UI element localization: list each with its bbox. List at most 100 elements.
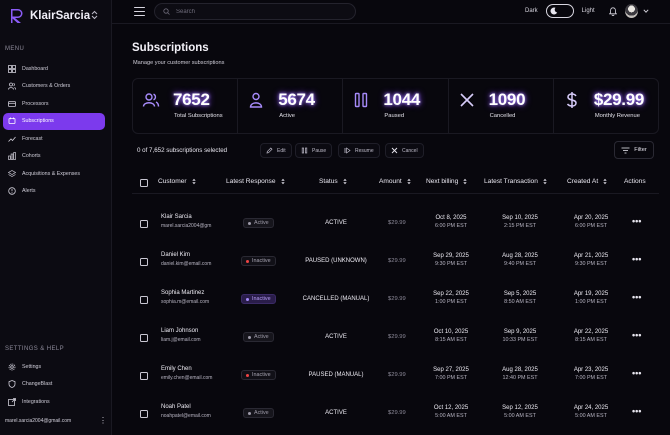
sidebar-item-acquisitions-expenses[interactable]: Acquisitions & Expenses [3,165,105,183]
sidebar-item-changeblast[interactable]: ChangeBlast [3,376,105,394]
status-dot-icon [246,297,249,301]
pause-button[interactable]: Pause [295,143,333,158]
created-at-time: 1:00 PM EST [574,299,608,305]
row-checkbox[interactable] [140,372,148,380]
sort-icon [191,178,196,185]
row-actions-icon[interactable]: ••• [632,406,642,416]
row-actions-icon[interactable]: ••• [632,254,642,264]
next-billing-time: 7:00 PM EST [434,375,468,381]
sidebar-item-forecast[interactable]: Forecast [3,130,105,148]
user-menu-icon[interactable]: ⋮ [99,416,107,425]
column-header-label: Latest Response [226,178,276,185]
table-row[interactable]: Klair Sarcia marel.sarcia2004@gm Active … [132,200,659,238]
customer-name: Klair Sarcia [161,214,192,220]
sidebar-item-integrations[interactable]: Integrations [3,393,105,411]
pencil-icon [266,147,273,154]
avatar[interactable] [625,4,638,18]
response-cell: Active [243,218,274,228]
customer-cell: Noah Patel noahpatel@email.com [161,404,211,419]
created-at-time: 6:00 PM EST [574,223,608,229]
edit-label: Edit [277,147,286,154]
row-checkbox[interactable] [140,410,148,418]
menu-toggle-icon[interactable] [134,7,145,16]
sidebar-item-label: ChangeBlast [22,381,53,388]
amount-text: $29.99 [388,220,406,226]
response-label: Active [254,334,269,340]
theme-toggle[interactable] [545,4,574,18]
customer-email: emily.chen@email.com [161,375,213,381]
sidebar-item-label: Customers & Orders [22,83,71,90]
notification-bell-icon[interactable] [609,7,617,16]
table-body: Klair Sarcia marel.sarcia2004@gm Active … [132,200,659,428]
column-header-latest-transaction[interactable]: Latest Transaction [484,178,547,185]
sidebar-item-processors[interactable]: Processors [3,95,105,113]
next-billing-time: 6:00 PM EST [434,223,468,229]
column-header-label: Next billing [426,178,459,185]
table-row[interactable]: Sophia Martinez sophia.m@email.com Inact… [132,276,659,314]
row-actions-icon[interactable]: ••• [632,368,642,378]
column-header-created-at[interactable]: Created At [567,178,607,185]
row-actions-icon[interactable]: ••• [632,216,642,226]
brand[interactable]: KlairSarcia [9,7,90,25]
row-checkbox[interactable] [140,258,148,266]
table-row[interactable]: Emily Chen emily.chen@email.com Inactive… [132,352,659,390]
column-header-amount[interactable]: Amount [379,178,411,185]
column-header-customer[interactable]: Customer [158,178,196,185]
sidebar-item-settings[interactable]: Settings [3,358,105,376]
column-header-label: Created At [567,178,599,185]
created-at-date: Apr 24, 2025 [573,405,609,411]
status-dot-icon [246,259,249,263]
amount-text: $29.99 [388,334,406,340]
settings-section-label: SETTINGS & HELP [5,346,65,352]
customer-cell: Klair Sarcia marel.sarcia2004@gm [161,214,211,229]
stat-label: Cancelled [489,113,516,119]
sidebar-item-alerts[interactable]: Alerts [3,183,105,201]
select-all-checkbox[interactable] [140,179,148,187]
stat-value: 1044 [383,90,421,109]
user-email: marel.sarcia2004@gmail.com [5,418,72,424]
created-at-time: 9:30 PM EST [574,261,608,267]
row-checkbox[interactable] [140,334,148,342]
amount-text: $29.99 [388,372,406,378]
column-header-label: Status [319,178,338,185]
pause-label: Pause [312,147,327,154]
sidebar-item-customers-orders[interactable]: Customers & Orders [3,78,105,96]
search-bar[interactable] [154,3,356,20]
status-dot-icon [248,411,251,415]
row-checkbox[interactable] [140,296,148,304]
theme-dark-label: Dark [525,8,538,14]
table-row[interactable]: Daniel Kim daniel.kim@email.com Inactive… [132,238,659,276]
created-at-cell: Apr 20, 2025 6:00 PM EST [561,215,621,229]
column-header-next-billing[interactable]: Next billing [426,178,467,185]
chevron-down-icon[interactable] [643,8,649,14]
edit-button[interactable]: Edit [260,143,292,158]
row-actions-icon[interactable]: ••• [632,330,642,340]
workspace-switch-icon[interactable] [90,10,98,21]
table-row[interactable]: Liam Johnson liam.j@email.com Active ACT… [132,314,659,352]
sidebar-item-dashboard[interactable]: Dashboard [3,60,105,78]
search-icon [163,8,170,15]
sidebar-item-subscriptions[interactable]: Subscriptions [3,112,105,130]
cancel-button[interactable]: Cancel [385,143,424,158]
created-at-date: Apr 21, 2025 [573,253,609,259]
amount-text: $29.99 [388,258,406,264]
column-header-latest-response[interactable]: Latest Response [226,178,285,185]
table-row[interactable]: Noah Patel noahpatel@email.com Active AC… [132,390,659,428]
status-dot-icon [248,335,251,339]
resume-button[interactable]: Resume [338,143,380,158]
gear-icon [8,363,16,371]
column-header-actions: Actions [624,178,646,185]
sidebar-item-cohorts[interactable]: Cohorts [3,148,105,166]
acquisitions-icon [7,169,17,178]
created-at-cell: Apr 22, 2025 8:15 AM EST [561,329,621,343]
row-actions-icon[interactable]: ••• [632,292,642,302]
column-header-status[interactable]: Status [319,178,347,185]
brand-name: KlairSarcia [30,10,91,22]
column-header-label: Amount [379,178,402,185]
search-input[interactable] [176,8,346,15]
row-checkbox[interactable] [140,220,148,228]
created-at-cell: Apr 24, 2025 5:00 AM EST [561,405,621,419]
customer-email: noahpatel@email.com [161,413,211,419]
response-cell: Inactive [241,294,276,304]
filter-button[interactable]: Filter [614,141,654,159]
